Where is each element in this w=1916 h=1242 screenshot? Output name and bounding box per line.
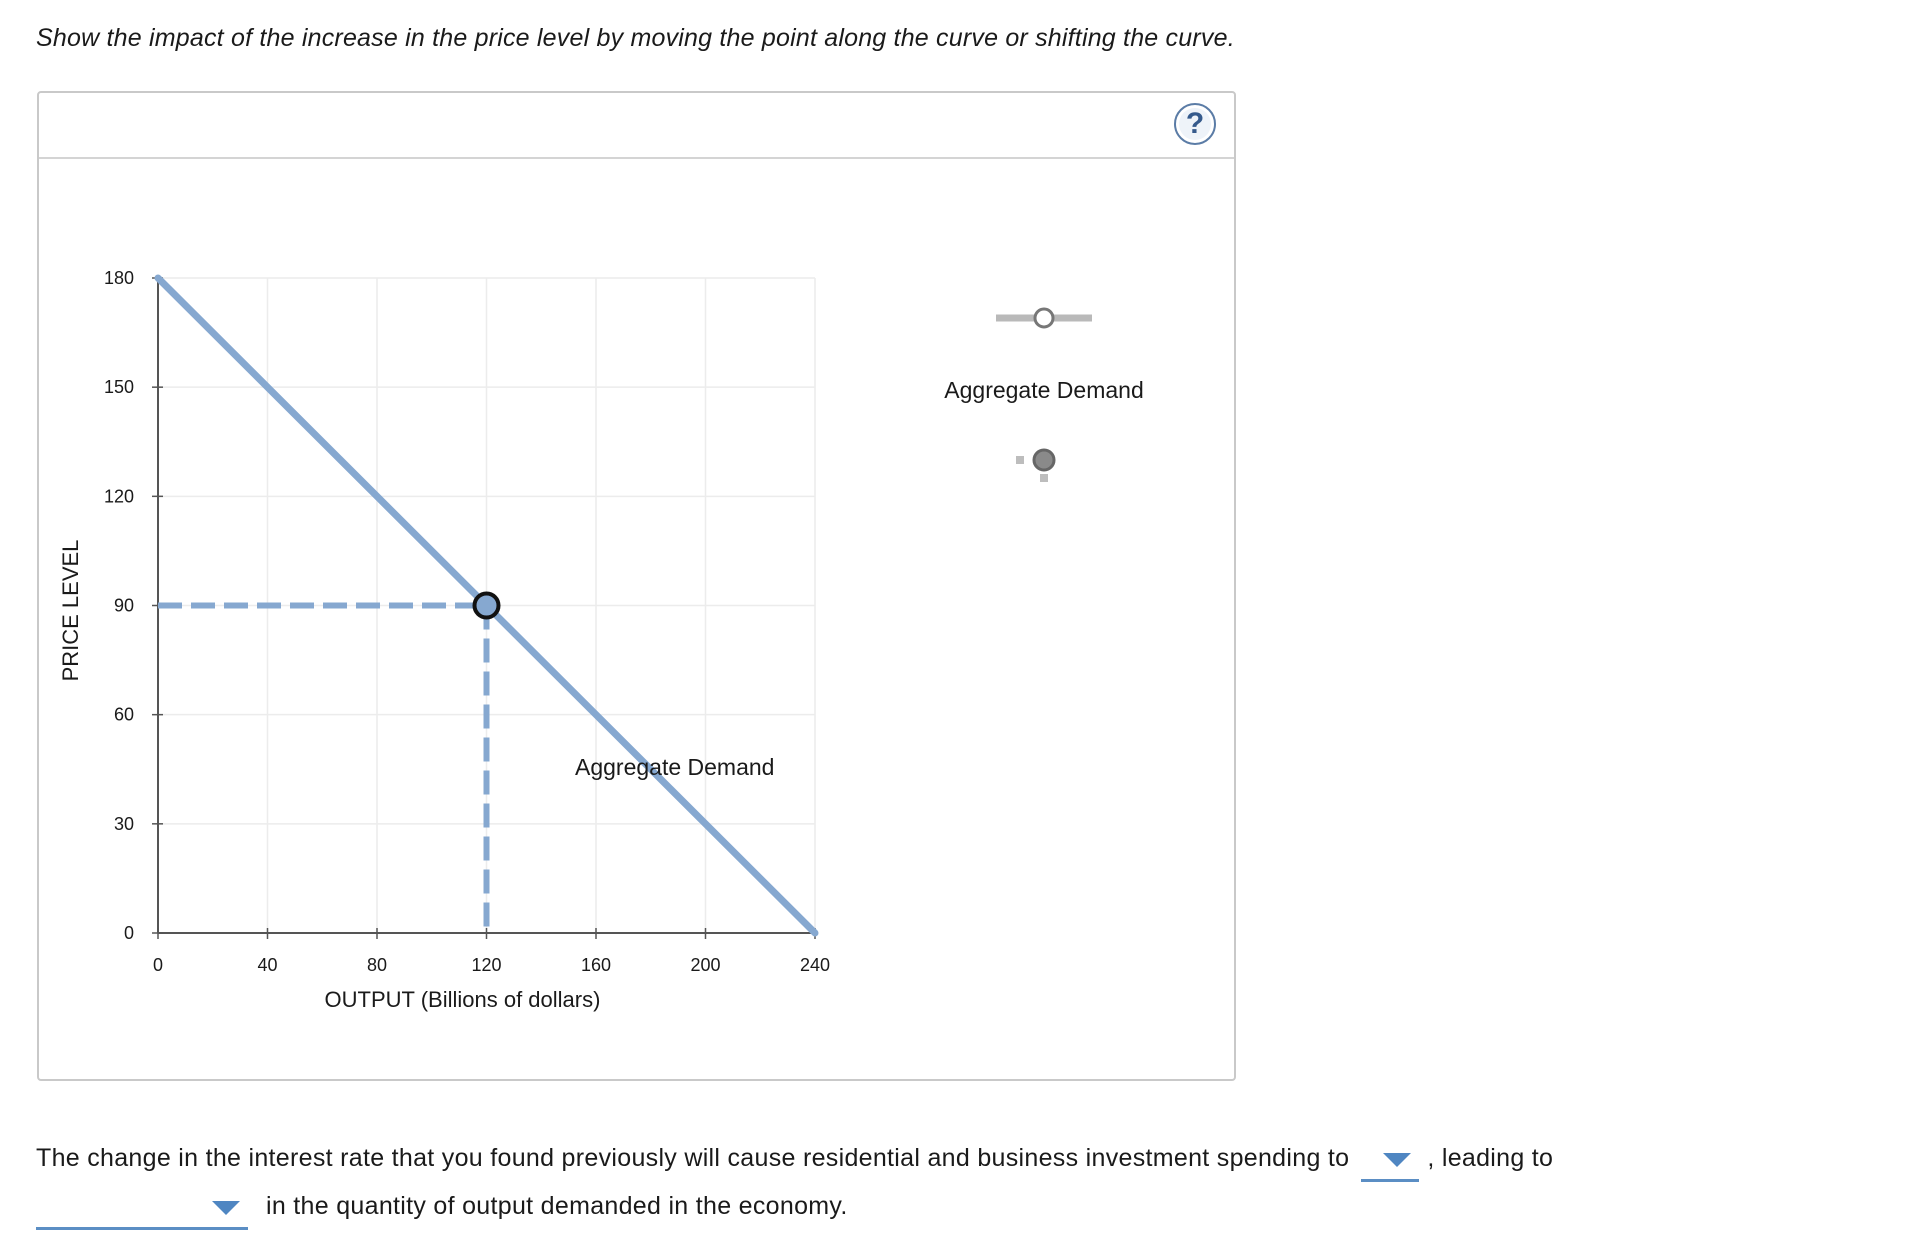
- question-part2: , leading to: [1427, 1144, 1554, 1172]
- point-tool-icon[interactable]: [1032, 448, 1056, 472]
- question-part3: in the quantity of output demanded in th…: [266, 1192, 848, 1220]
- graph-panel: ?: [37, 91, 1236, 1081]
- equilibrium-point[interactable]: [472, 591, 501, 620]
- point-layer: [472, 591, 501, 620]
- investment-change-dropdown[interactable]: [1361, 1141, 1420, 1182]
- question-mark-icon[interactable]: ?: [1174, 103, 1216, 145]
- output-change-dropdown[interactable]: [36, 1189, 248, 1230]
- panel-header: ?: [39, 93, 1234, 159]
- chevron-down-icon: [212, 1201, 240, 1215]
- instruction-text: Show the impact of the increase in the p…: [36, 24, 1235, 52]
- chevron-down-icon: [1383, 1153, 1412, 1167]
- question-part1: The change in the interest rate that you…: [36, 1144, 1350, 1172]
- question-text: The change in the interest rate that you…: [36, 1134, 1856, 1230]
